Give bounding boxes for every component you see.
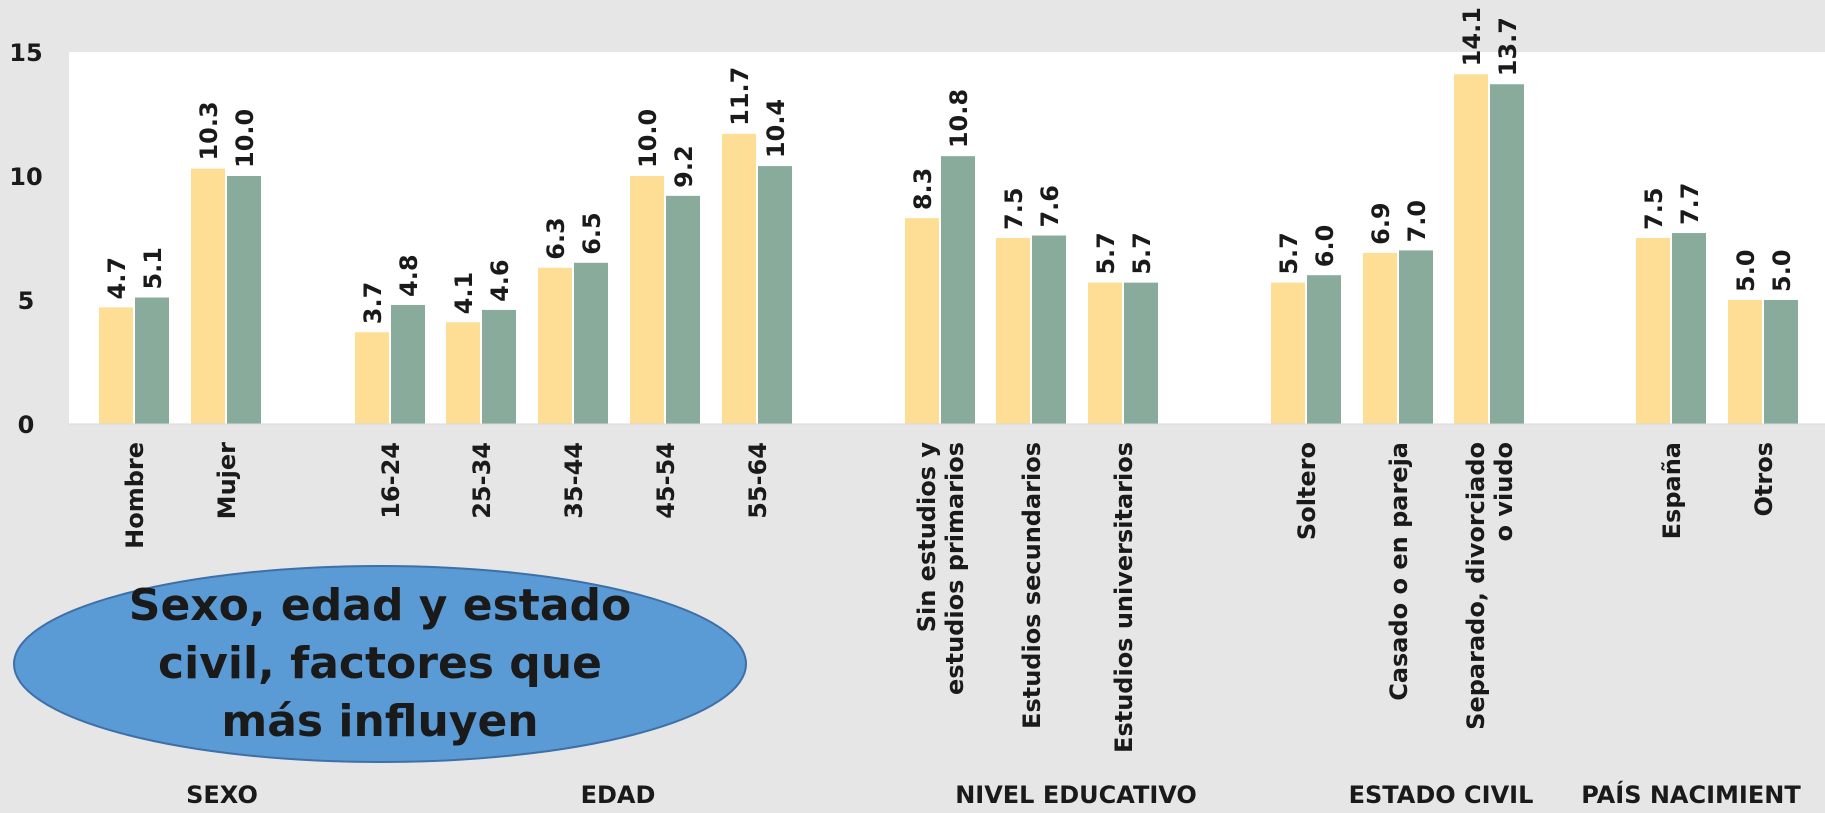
bar	[905, 218, 939, 424]
callout: Sexo, edad y estado civil, factores que …	[13, 565, 747, 763]
y-tick-label: 15	[9, 39, 42, 67]
data-label: 5.1	[139, 247, 167, 290]
group-label: PAÍS NACIMIENT	[1581, 780, 1801, 809]
group-label: EDAD	[581, 781, 656, 809]
data-label: 5.7	[1128, 232, 1156, 275]
data-label: 10.4	[762, 99, 790, 158]
bar	[1672, 233, 1706, 424]
category-label: 16-24	[377, 442, 405, 519]
bar	[758, 166, 792, 424]
data-label: 7.0	[1403, 200, 1431, 243]
group-label: NIVEL EDUCATIVO	[955, 781, 1197, 809]
y-axis: 0 5 10 15	[9, 39, 42, 439]
bar	[1399, 250, 1433, 424]
group-label: ESTADO CIVIL	[1349, 781, 1534, 809]
bar	[538, 267, 572, 424]
category-label: Hombre	[121, 442, 149, 549]
data-label: 7.6	[1036, 185, 1064, 228]
category-label: 45-54	[652, 442, 680, 519]
y-tick-label: 5	[18, 287, 35, 315]
category-label: Casado o en pareja	[1385, 442, 1413, 701]
bar	[1088, 282, 1122, 424]
category-label: Estudios secundarios	[1018, 442, 1046, 729]
data-labels: 4.7 5.1 10.3 10.0 3.7 4.8 4.1 4.6 6.3 6.5 10.0 9.2 1…	[103, 7, 1796, 324]
category-labels: Hombre Mujer 16-24 25-34 35-44 45-54 55-64 Sin …	[121, 442, 1778, 753]
data-label: 4.6	[486, 259, 514, 302]
data-label: 9.2	[670, 145, 698, 188]
category-label: 55-64	[744, 442, 772, 519]
data-label: 7.5	[1640, 187, 1668, 230]
category-label: o viudo	[1490, 442, 1518, 541]
bar	[1307, 275, 1341, 424]
category-label: Mujer	[213, 442, 241, 519]
category-label: estudios primarios	[941, 442, 969, 695]
data-label: 6.9	[1367, 202, 1395, 245]
data-label: 10.3	[195, 101, 223, 160]
data-label: 6.5	[578, 212, 606, 255]
data-label: 4.8	[395, 254, 423, 297]
bar	[446, 322, 480, 424]
bar	[722, 133, 756, 424]
group-labels: SEXO EDAD NIVEL EDUCATIVO ESTADO CIVIL PAÍS …	[186, 780, 1801, 809]
bar	[996, 238, 1030, 424]
y-tick-label: 10	[9, 163, 42, 191]
category-label: Estudios universitarios	[1110, 442, 1138, 753]
data-label: 4.7	[103, 257, 131, 300]
data-label: 10.8	[945, 89, 973, 148]
bar	[1764, 300, 1798, 424]
bar	[630, 176, 664, 424]
category-label: Sin estudios y	[913, 442, 941, 633]
callout-ellipse	[13, 565, 747, 763]
data-label: 7.7	[1676, 183, 1704, 226]
data-label: 5.7	[1275, 232, 1303, 275]
bar	[941, 156, 975, 424]
bar	[1363, 252, 1397, 424]
data-label: 10.0	[231, 109, 259, 168]
data-label: 11.7	[726, 67, 754, 126]
data-label: 3.7	[359, 282, 387, 325]
bar	[355, 332, 389, 424]
category-label: Separado, divorciado	[1462, 442, 1490, 730]
bar	[482, 309, 516, 424]
callout-line-2: civil, factores que	[158, 638, 602, 689]
category-label: España	[1658, 442, 1686, 539]
category-label: Soltero	[1293, 442, 1321, 540]
bar	[1490, 84, 1524, 425]
data-label: 10.0	[634, 109, 662, 168]
callout-line-1: Sexo, edad y estado	[129, 580, 632, 631]
bar	[574, 262, 608, 424]
bar	[1032, 235, 1066, 424]
bar	[666, 195, 700, 424]
bar	[1728, 300, 1762, 424]
category-label: 25-34	[468, 442, 496, 519]
y-tick-label: 0	[18, 411, 35, 439]
bar	[391, 304, 425, 424]
data-label: 14.1	[1458, 7, 1486, 66]
bar	[227, 176, 261, 424]
data-label: 4.1	[450, 272, 478, 315]
category-label: Otros	[1750, 442, 1778, 516]
data-label: 5.0	[1732, 249, 1760, 292]
data-label: 6.3	[542, 217, 570, 260]
data-label: 5.7	[1092, 232, 1120, 275]
bar	[135, 297, 169, 424]
bar	[1124, 282, 1158, 424]
data-label: 7.5	[1000, 187, 1028, 230]
data-label: 13.7	[1494, 17, 1522, 76]
bar	[1636, 238, 1670, 424]
data-label: 5.0	[1768, 249, 1796, 292]
bar	[1271, 282, 1305, 424]
bar	[99, 307, 133, 424]
data-label: 8.3	[909, 168, 937, 211]
category-label: 35-44	[560, 442, 588, 519]
bars	[99, 74, 1798, 425]
group-label: SEXO	[186, 781, 258, 809]
callout-line-3: más influyen	[221, 696, 538, 747]
bar	[191, 168, 225, 424]
bar	[1454, 74, 1488, 424]
data-label: 6.0	[1311, 225, 1339, 268]
